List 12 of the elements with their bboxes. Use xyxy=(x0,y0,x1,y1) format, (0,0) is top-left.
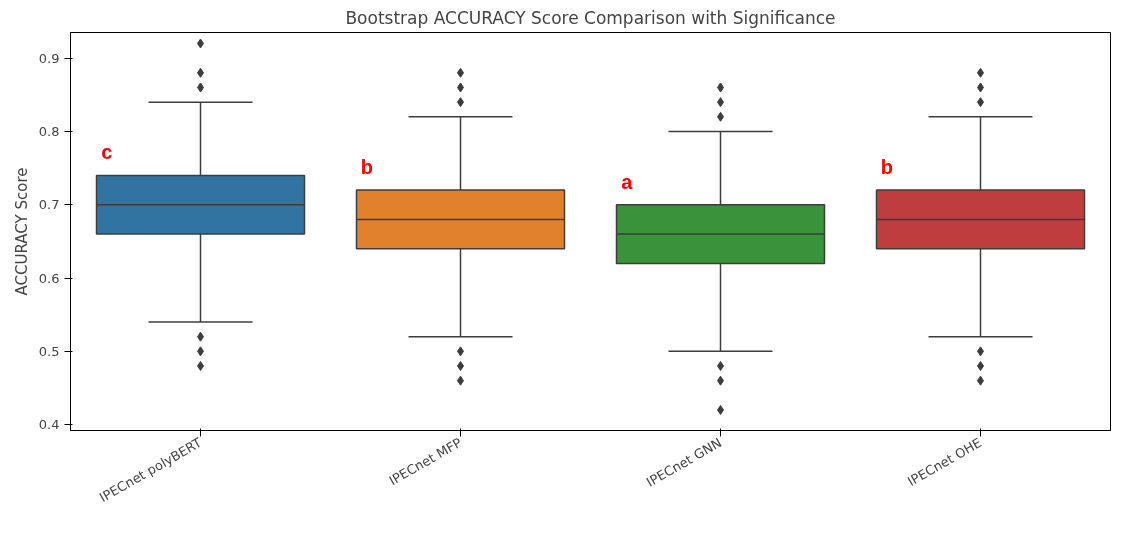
chart-title: Bootstrap ACCURACY Score Comparison with Significance xyxy=(345,7,836,28)
y-tick-label: 0.9 xyxy=(38,50,60,66)
annotation: c xyxy=(101,141,113,164)
y-tick-label: 0.7 xyxy=(38,197,60,213)
annotation: b xyxy=(880,156,894,179)
y-tick-label: 0.6 xyxy=(38,270,60,286)
y-tick-label: 0.4 xyxy=(38,417,60,433)
y-tick-label: 0.5 xyxy=(38,343,60,359)
annotation: a xyxy=(621,170,634,193)
y-tick-label: 0.8 xyxy=(38,123,60,139)
y-axis-title: ACCURACY Score xyxy=(12,167,31,296)
annotation: b xyxy=(360,156,374,179)
